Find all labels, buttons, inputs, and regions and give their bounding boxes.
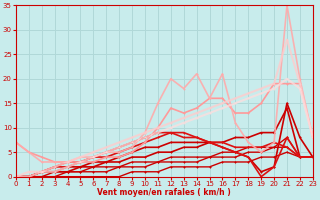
X-axis label: Vent moyen/en rafales ( km/h ): Vent moyen/en rafales ( km/h ) — [98, 188, 231, 197]
